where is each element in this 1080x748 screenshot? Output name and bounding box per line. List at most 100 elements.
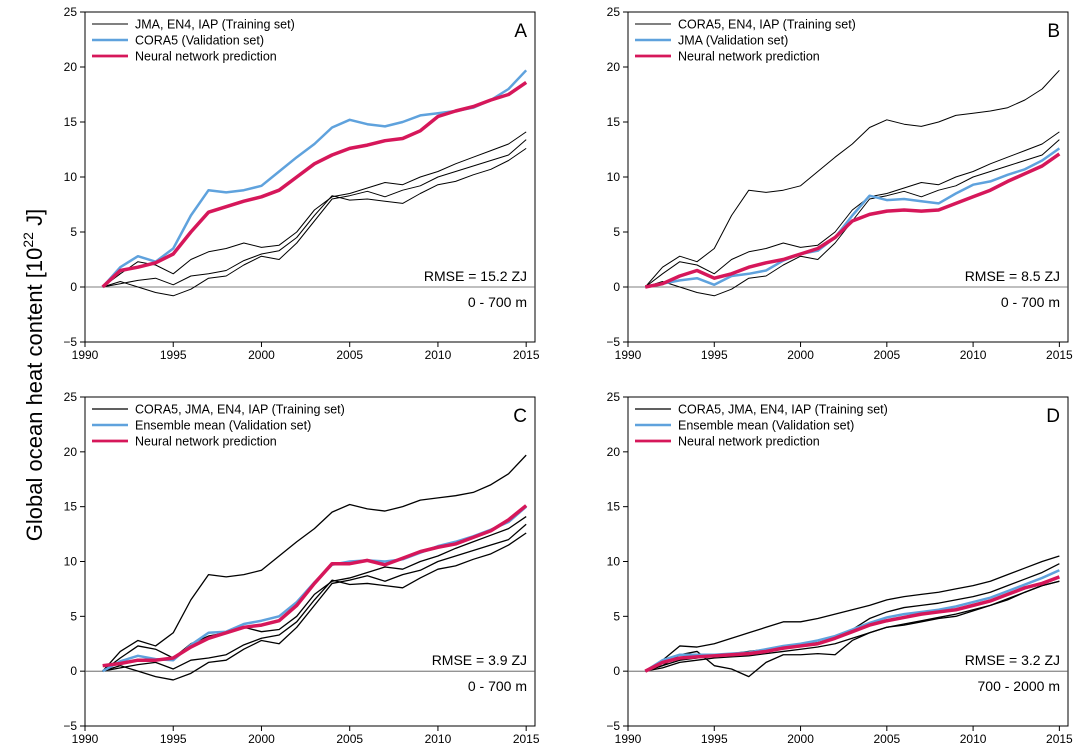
annotation: RMSE = 3.9 ZJ bbox=[432, 652, 527, 668]
x-tick-label: 2010 bbox=[425, 732, 452, 746]
y-label-part: Global ocean heat content [10 bbox=[22, 248, 47, 542]
x-tick-label: 2000 bbox=[248, 732, 275, 746]
panel: −5 0 5 10 15 20 25 1990 1995 2000 2005 2010 2015 JMA,… bbox=[63, 5, 540, 362]
panel: −5 0 5 10 15 20 25 1990 1995 2000 2005 2010 2015 CORA… bbox=[606, 5, 1073, 362]
x-tick-label: 2015 bbox=[513, 732, 540, 746]
y-tick-label: 25 bbox=[64, 390, 78, 404]
y-tick-label: 5 bbox=[70, 225, 77, 239]
y-tick-label: 20 bbox=[64, 445, 78, 459]
series-line bbox=[102, 147, 527, 288]
legend-label: CORA5, EN4, IAP (Training set) bbox=[678, 18, 856, 32]
series-line bbox=[644, 555, 1060, 672]
y-label-part: J] bbox=[22, 209, 47, 232]
legend-label: JMA (Validation set) bbox=[678, 34, 788, 48]
series-line bbox=[102, 504, 528, 668]
series-group bbox=[644, 69, 1061, 297]
x-tick-label: 1990 bbox=[72, 348, 99, 362]
panel-letter: B bbox=[1047, 21, 1060, 42]
legend-label: JMA, EN4, IAP (Training set) bbox=[135, 18, 295, 32]
series-line bbox=[644, 575, 1060, 673]
annotation: 0 - 700 m bbox=[1001, 294, 1060, 310]
y-tick-label: 5 bbox=[613, 609, 620, 623]
y-tick-label: 25 bbox=[607, 5, 621, 19]
x-tick-label: 1995 bbox=[160, 348, 187, 362]
legend-label: Ensemble mean (Validation set) bbox=[135, 419, 311, 433]
series-line bbox=[645, 147, 1061, 289]
y-tick-label: 15 bbox=[64, 115, 78, 129]
y-tick-label: −5 bbox=[63, 719, 77, 733]
x-tick-label: 2005 bbox=[873, 732, 900, 746]
y-tick-label: 10 bbox=[607, 170, 621, 184]
x-tick-label: 2010 bbox=[960, 732, 987, 746]
legend-label: CORA5, JMA, EN4, IAP (Training set) bbox=[678, 403, 888, 417]
y-axis-label: Global ocean heat content [1022 J] bbox=[20, 209, 47, 541]
legend-label: Neural network prediction bbox=[135, 50, 277, 64]
legend-label: Neural network prediction bbox=[678, 50, 820, 64]
x-tick-label: 1995 bbox=[701, 732, 728, 746]
y-tick-label: 25 bbox=[64, 5, 78, 19]
legend-label: CORA5, JMA, EN4, IAP (Training set) bbox=[135, 403, 345, 417]
x-tick-label: 1995 bbox=[160, 732, 187, 746]
y-tick-label: 15 bbox=[64, 500, 78, 514]
legend-label: CORA5 (Validation set) bbox=[135, 34, 264, 48]
x-tick-label: 2005 bbox=[336, 732, 363, 746]
annotation: RMSE = 8.5 ZJ bbox=[965, 268, 1060, 284]
y-tick-label: 10 bbox=[64, 555, 78, 569]
y-tick-label: 0 bbox=[613, 664, 620, 678]
annotation: RMSE = 15.2 ZJ bbox=[424, 268, 527, 284]
panel-letter: C bbox=[513, 406, 527, 427]
x-tick-label: 2010 bbox=[960, 348, 987, 362]
y-tick-label: 10 bbox=[607, 555, 621, 569]
annotation: 700 - 2000 m bbox=[978, 678, 1061, 694]
series-line bbox=[644, 152, 1061, 289]
series-line bbox=[644, 69, 1060, 288]
x-tick-label: 2000 bbox=[787, 348, 814, 362]
y-tick-label: −5 bbox=[606, 719, 620, 733]
y-tick-label: 20 bbox=[607, 60, 621, 74]
x-tick-label: 2015 bbox=[513, 348, 540, 362]
x-tick-label: 1990 bbox=[615, 732, 642, 746]
annotation: 0 - 700 m bbox=[468, 294, 527, 310]
y-tick-label: 5 bbox=[613, 225, 620, 239]
legend-label: Neural network prediction bbox=[135, 435, 277, 449]
series-line bbox=[102, 532, 527, 672]
series-group bbox=[102, 454, 528, 681]
y-tick-label: 15 bbox=[607, 115, 621, 129]
series-line bbox=[102, 505, 528, 673]
series-group bbox=[101, 69, 528, 297]
x-tick-label: 2000 bbox=[248, 348, 275, 362]
legend-label: Neural network prediction bbox=[678, 435, 820, 449]
y-tick-label: 0 bbox=[70, 280, 77, 294]
y-tick-label: −5 bbox=[63, 335, 77, 349]
x-tick-label: 2015 bbox=[1046, 732, 1073, 746]
x-tick-label: 2005 bbox=[336, 348, 363, 362]
y-tick-label: 15 bbox=[607, 500, 621, 514]
y-tick-label: 0 bbox=[70, 664, 77, 678]
y-tick-label: 20 bbox=[64, 60, 78, 74]
series-line bbox=[102, 139, 527, 297]
y-tick-label: 5 bbox=[70, 609, 77, 623]
series-group bbox=[644, 555, 1060, 678]
x-tick-label: 1990 bbox=[615, 348, 642, 362]
panel-letter: A bbox=[514, 21, 527, 42]
x-tick-label: 2010 bbox=[425, 348, 452, 362]
y-tick-label: 20 bbox=[607, 445, 621, 459]
x-tick-label: 1995 bbox=[701, 348, 728, 362]
series-line bbox=[101, 80, 528, 289]
y-label-superscript: 22 bbox=[20, 232, 36, 248]
x-tick-label: 2015 bbox=[1046, 348, 1073, 362]
annotation: 0 - 700 m bbox=[468, 678, 527, 694]
legend-label: Ensemble mean (Validation set) bbox=[678, 419, 854, 433]
series-line bbox=[102, 523, 527, 681]
x-tick-label: 1990 bbox=[72, 732, 99, 746]
panel: −5 0 5 10 15 20 25 1990 1995 2000 2005 2010 2015 CORA… bbox=[606, 390, 1073, 746]
y-tick-label: −5 bbox=[606, 335, 620, 349]
y-tick-label: 25 bbox=[607, 390, 621, 404]
y-tick-label: 10 bbox=[64, 170, 78, 184]
annotation: RMSE = 3.2 ZJ bbox=[965, 652, 1060, 668]
series-line bbox=[102, 454, 527, 672]
series-line bbox=[102, 131, 527, 288]
series-line bbox=[644, 131, 1060, 288]
series-line bbox=[645, 580, 1060, 672]
